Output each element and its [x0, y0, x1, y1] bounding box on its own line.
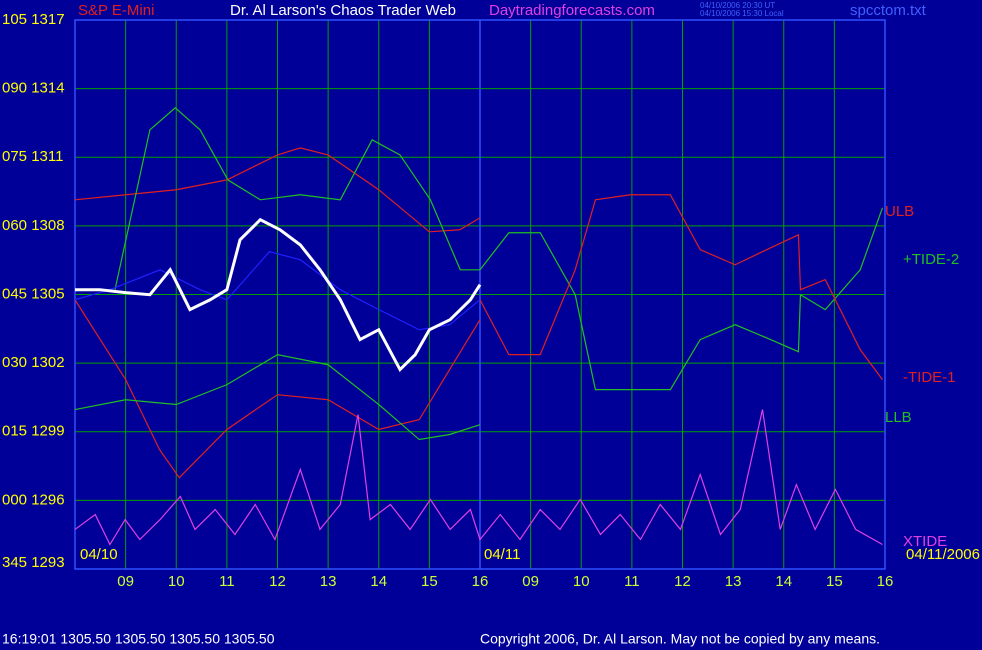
x-tick-label: 10 — [573, 573, 590, 590]
y-tick-label: 000 1296 — [2, 491, 65, 508]
x-tick-label: 09 — [522, 573, 539, 590]
timestamp: 04/10/2006 20:30 UT — [700, 1, 775, 10]
series-line — [74, 409, 883, 546]
timestamp: 04/10/2006 15:30 Local — [700, 9, 784, 18]
x-tick-label: 09 — [117, 573, 134, 590]
series-line — [114, 107, 480, 290]
status-line: 16:19:01 1305.50 1305.50 1305.50 1305.50 — [2, 631, 275, 647]
date-annotation: 04/11/2006 — [906, 546, 980, 563]
y-tick-label: 060 1308 — [2, 217, 65, 234]
y-tick-label: 045 1305 — [2, 285, 65, 302]
series-line — [479, 207, 884, 391]
chart-subtitle: S&P E-Mini — [78, 2, 154, 19]
date-annotation: 04/11 — [484, 546, 520, 563]
series-line — [74, 251, 481, 331]
x-tick-label: 11 — [624, 573, 640, 590]
x-tick-label: 14 — [775, 573, 792, 590]
website: Daytradingforecasts.com — [489, 2, 655, 19]
x-tick-label: 13 — [725, 573, 742, 590]
x-tick-label: 15 — [826, 573, 843, 590]
series-label: -TIDE-1 — [903, 369, 956, 386]
x-tick-label: 16 — [472, 573, 489, 590]
series-line — [74, 299, 481, 479]
series-line — [74, 147, 481, 233]
y-tick-label: 015 1299 — [2, 423, 65, 440]
series-label: LLB — [885, 409, 912, 426]
y-tick-label: 075 1311 — [2, 148, 63, 165]
series-label: +TIDE-2 — [903, 251, 959, 268]
series-line — [75, 217, 482, 373]
x-tick-label: 13 — [320, 573, 337, 590]
y-tick-label: 030 1302 — [2, 354, 65, 371]
x-tick-label: 10 — [168, 573, 185, 590]
copyright: Copyright 2006, Dr. Al Larson. May not b… — [480, 631, 880, 647]
series-label: ULB — [885, 203, 914, 220]
y-tick-label: 090 1314 — [2, 80, 65, 97]
series-line — [74, 354, 481, 441]
x-tick-label: 16 — [877, 573, 894, 590]
x-tick-label: 11 — [219, 573, 235, 590]
x-tick-label: 14 — [370, 573, 387, 590]
x-tick-label: 12 — [269, 573, 286, 590]
date-annotation: 04/10 — [80, 546, 118, 563]
file-name: spcctom.txt — [850, 2, 927, 19]
y-tick-label: 105 1317 — [2, 11, 65, 28]
series-label: XTIDE — [903, 533, 947, 550]
x-tick-label: 15 — [421, 573, 438, 590]
series-line — [479, 194, 883, 380]
y-tick-label: 345 1293 — [2, 554, 65, 571]
x-tick-label: 12 — [674, 573, 691, 590]
chart-title: Dr. Al Larson's Chaos Trader Web — [230, 2, 456, 19]
